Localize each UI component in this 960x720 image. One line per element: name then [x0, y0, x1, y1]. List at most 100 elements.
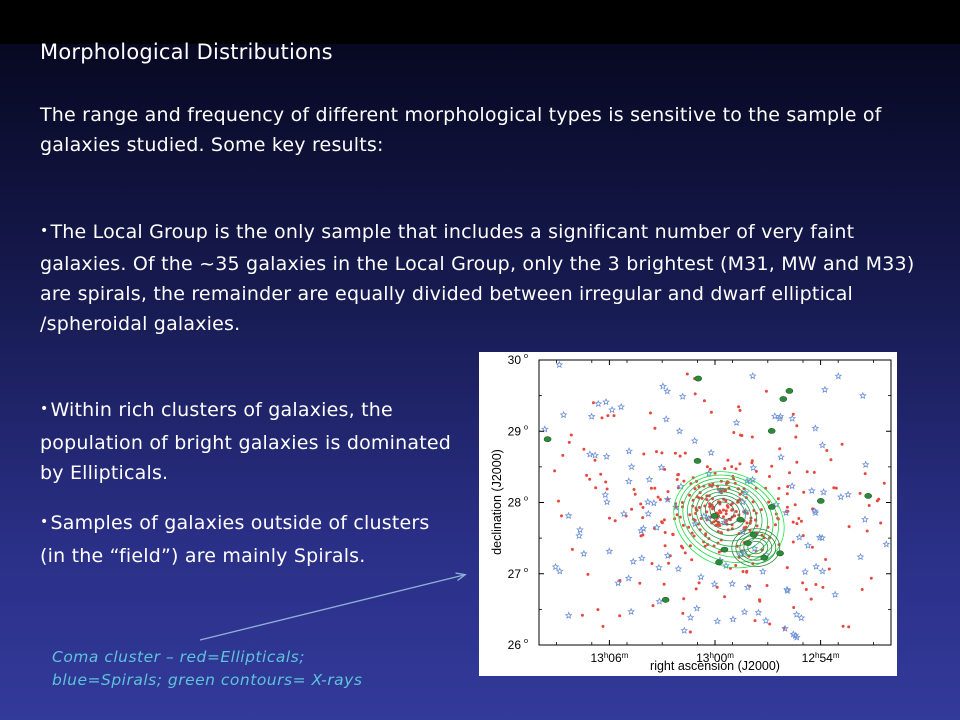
spiral-galaxy-point: [655, 563, 663, 571]
elliptical-galaxy-point: [591, 401, 595, 405]
spiral-galaxy-point: [810, 507, 819, 515]
spiral-galaxy-point: [672, 503, 680, 511]
elliptical-galaxy-point: [754, 469, 758, 473]
y-tick-degree: o: [524, 565, 528, 574]
spiral-galaxy-point: [792, 610, 801, 618]
xray-contour: [686, 481, 768, 553]
elliptical-galaxy-point: [673, 451, 677, 455]
spiral-galaxy-point: [637, 554, 646, 562]
elliptical-galaxy-point: [719, 479, 723, 483]
elliptical-galaxy-point: [649, 411, 652, 415]
xray-point-source: [779, 396, 788, 402]
elliptical-galaxy-point: [682, 597, 686, 601]
elliptical-galaxy-point: [660, 521, 664, 525]
spiral-galaxy-point: [859, 391, 867, 400]
spiral-galaxy-point: [655, 597, 664, 605]
elliptical-galaxy-point: [730, 465, 734, 469]
spiral-galaxy-point: [741, 488, 750, 497]
xray-contour: [695, 488, 757, 542]
elliptical-galaxy-point: [712, 520, 716, 524]
spiral-galaxy-point: [736, 549, 745, 557]
spiral-galaxy-point: [861, 460, 870, 468]
spiral-galaxy-point: [674, 564, 683, 573]
arrow-line: [199, 575, 464, 641]
elliptical-galaxy-point: [724, 512, 728, 516]
elliptical-galaxy-point: [724, 509, 728, 513]
spiral-galaxy-point: [663, 387, 672, 395]
xray-point-source: [816, 497, 825, 504]
elliptical-galaxy-point: [730, 508, 734, 512]
xray-point-source: [767, 503, 776, 510]
spiral-galaxy-point: [564, 511, 573, 520]
xray-contour: [673, 471, 785, 569]
elliptical-galaxy-point: [734, 564, 738, 567]
spiral-galaxy-point: [692, 604, 701, 612]
elliptical-galaxy-point: [570, 547, 574, 551]
spiral-galaxy-point: [601, 490, 610, 499]
elliptical-galaxy-point: [596, 608, 600, 612]
elliptical-galaxy-point: [809, 597, 813, 601]
spiral-galaxy-point: [627, 607, 636, 615]
elliptical-galaxy-point: [750, 459, 754, 463]
elliptical-galaxy-point: [632, 488, 636, 491]
spiral-galaxy-point: [815, 533, 824, 541]
spiral-galaxy-point: [861, 515, 869, 523]
spiral-galaxy-point: [792, 633, 801, 641]
y-tick-degree: o: [524, 494, 528, 503]
y-tick-degree: o: [524, 352, 528, 360]
elliptical-galaxy-point: [770, 464, 774, 468]
elliptical-galaxy-point: [702, 399, 706, 403]
spiral-galaxy-point: [856, 552, 865, 561]
elliptical-galaxy-point: [593, 458, 597, 462]
xray-contour-subgroup: [743, 537, 769, 558]
spiral-galaxy-point: [831, 590, 840, 598]
elliptical-galaxy-point: [588, 477, 592, 481]
spiral-galaxy-point: [690, 436, 699, 445]
elliptical-galaxy-point: [726, 505, 730, 509]
elliptical-galaxy-point: [825, 449, 829, 452]
spiral-galaxy-point: [811, 508, 820, 517]
xray-contour: [700, 491, 752, 536]
elliptical-galaxy-point: [723, 595, 727, 599]
bullet-dot: •: [40, 514, 49, 530]
spiral-galaxy-point: [743, 583, 752, 591]
spiral-galaxy-point: [770, 412, 779, 420]
elliptical-galaxy-point: [693, 392, 697, 396]
spiral-galaxy-point: [579, 549, 588, 558]
x-tick-label: 12h54m: [802, 651, 840, 666]
elliptical-galaxy-point: [745, 521, 749, 525]
elliptical-galaxy-point: [795, 424, 799, 428]
spiral-galaxy-point: [818, 533, 826, 542]
spiral-galaxy-point: [697, 572, 705, 581]
spiral-galaxy-point: [783, 586, 792, 595]
spiral-galaxy-point: [758, 567, 767, 575]
y-tick-label: 30: [508, 353, 522, 367]
y-tick-label: 27: [508, 567, 522, 581]
spiral-galaxy-point: [836, 492, 845, 501]
elliptical-galaxy-point: [708, 502, 712, 506]
elliptical-galaxy-point: [741, 570, 745, 573]
elliptical-galaxy-point: [681, 523, 685, 527]
xray-contour-subgroup: [735, 531, 777, 564]
xray-point-source: [715, 559, 723, 566]
elliptical-galaxy-point: [840, 442, 844, 446]
elliptical-galaxy-point: [729, 503, 733, 507]
spiral-galaxy-point: [812, 562, 821, 570]
coma-cluster-figure: 26 o 27 o 28 o 29 o 30 o 13h06m 13h00m 12h54m declin…: [479, 352, 897, 676]
spiral-galaxy-point: [777, 453, 785, 461]
spiral-galaxy-point: [782, 508, 790, 517]
elliptical-galaxy-point: [869, 576, 873, 580]
xray-contour: [705, 494, 746, 531]
spiral-galaxy-point: [707, 448, 716, 456]
spiral-galaxy-point: [663, 495, 672, 503]
elliptical-galaxy-point: [660, 451, 664, 455]
bullet-field-galaxies: • Samples of galaxies outside of clusters…: [40, 508, 460, 571]
elliptical-galaxy-point: [585, 473, 589, 477]
elliptical-galaxy-point: [633, 492, 637, 496]
elliptical-galaxy-point: [594, 486, 598, 490]
spiral-galaxy-point: [710, 580, 719, 588]
caption-line-1: Coma cluster – red=Ellipticals;: [52, 648, 305, 666]
elliptical-galaxy-point: [560, 514, 563, 518]
